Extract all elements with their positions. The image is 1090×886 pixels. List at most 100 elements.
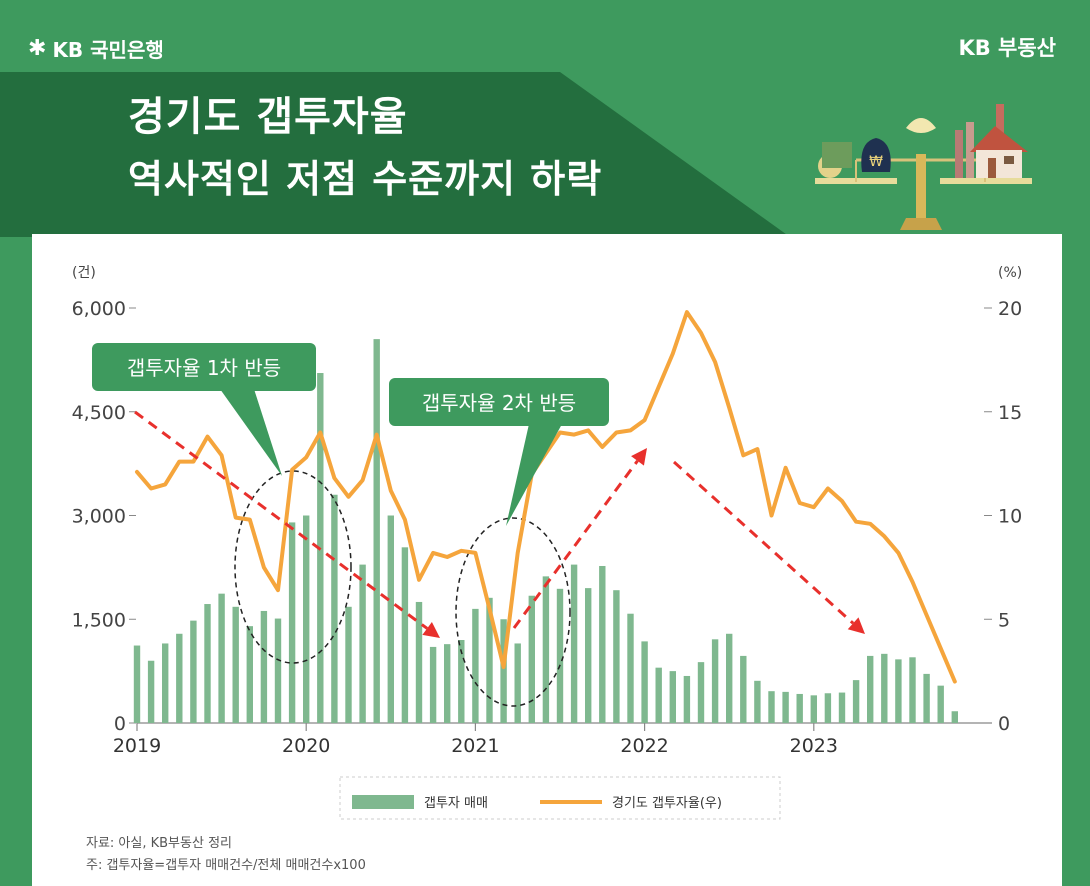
- legend-swatch-bar: [352, 795, 414, 809]
- bar: [514, 643, 521, 723]
- scale-house-money-illustration-icon: ₩: [815, 104, 1032, 230]
- bar: [147, 660, 155, 723]
- bar: [570, 564, 578, 723]
- bar: [641, 641, 648, 723]
- x-tick-label: 2021: [451, 735, 499, 757]
- bar: [556, 588, 564, 723]
- callout-pointer-first: [220, 389, 282, 476]
- bar: [613, 590, 620, 723]
- bar: [951, 711, 958, 723]
- bar: [458, 640, 465, 723]
- bar: [810, 695, 817, 723]
- bar: [359, 564, 366, 723]
- trend-arrowhead: [847, 617, 865, 634]
- y-right-tick-label: 10: [998, 506, 1022, 528]
- bar: [331, 494, 338, 723]
- bar: [288, 522, 296, 723]
- trend-arrow: [134, 410, 429, 630]
- bar: [782, 691, 789, 723]
- callout-box-second: [389, 378, 609, 426]
- y-right-tick-label: 20: [998, 298, 1022, 320]
- bar: [838, 692, 846, 723]
- y-left-unit: (건): [72, 265, 96, 281]
- trend-arrowhead: [631, 448, 647, 466]
- y-left-tick-label: 4,500: [72, 402, 126, 424]
- source-note: 자료: 아실, KB부동산 정리: [86, 836, 232, 851]
- trend-arrow: [512, 459, 639, 629]
- x-tick-label: 2019: [113, 735, 161, 757]
- bar: [655, 667, 662, 723]
- bar: [204, 604, 211, 723]
- bar: [387, 515, 394, 723]
- bank-logo-text: KB 국민은행: [52, 38, 164, 62]
- bar: [683, 675, 691, 723]
- y-left-tick-label: 6,000: [72, 298, 126, 320]
- bar: [909, 657, 916, 723]
- bar: [697, 662, 705, 723]
- highlight-ellipse: [234, 470, 352, 664]
- x-tick-label: 2022: [620, 735, 668, 757]
- bar: [824, 693, 832, 723]
- bar: [627, 613, 634, 723]
- x-tick-label: 2020: [282, 735, 330, 757]
- bar: [895, 659, 902, 723]
- bar: [528, 595, 535, 723]
- bar: [444, 644, 451, 723]
- bar: [415, 601, 423, 723]
- legend-box: [339, 776, 781, 820]
- bar: [500, 619, 507, 723]
- svg-text:₩: ₩: [869, 154, 883, 170]
- bar: [937, 685, 944, 723]
- bar: [754, 680, 761, 723]
- bar: [542, 576, 550, 723]
- callout-second-label: 갭투자율 2차 반등: [422, 391, 576, 415]
- kb-star-icon: ✱: [28, 36, 47, 61]
- page-subtitle: 역사적인 저점 수준까지 하락: [128, 157, 603, 201]
- chart-panel: (건) (%) 0 1,500 3,000 4,500 6,000 0 5 10 15 20 2019 2…: [32, 234, 1062, 886]
- legend-label-bar: 갭투자 매매: [424, 796, 488, 811]
- bar: [796, 693, 803, 723]
- y-left-tick-label: 3,000: [72, 506, 126, 528]
- bar: [711, 639, 719, 723]
- bar: [303, 515, 310, 723]
- bar: [218, 593, 225, 723]
- bar: [162, 643, 169, 723]
- bar: [133, 645, 141, 723]
- trend-arrowhead: [422, 622, 440, 638]
- y-left-tick-label: 1,500: [72, 609, 126, 631]
- formula-note: 주: 갭투자율=갭투자 매매건수/전체 매매건수x100: [86, 858, 366, 873]
- bar: [768, 691, 775, 723]
- bar: [373, 339, 380, 723]
- kb-bank-logo: ✱ KB 국민은행: [28, 34, 164, 63]
- bar: [599, 565, 606, 723]
- trend-arrow: [672, 460, 855, 625]
- kb-realestate-brand: KB 부동산: [958, 36, 1056, 60]
- bar: [190, 620, 197, 723]
- bar: [429, 646, 437, 723]
- bar: [401, 547, 409, 723]
- bar: [726, 633, 733, 723]
- highlight-ellipse: [455, 517, 571, 707]
- y-right-tick-label: 5: [998, 609, 1010, 631]
- y-right-unit: (%): [998, 265, 1022, 281]
- y-right-tick-label: 15: [998, 402, 1022, 424]
- bar: [260, 610, 268, 723]
- y-right-tick-label: 0: [998, 713, 1010, 735]
- callout-first-label: 갭투자율 1차 반등: [127, 356, 281, 380]
- legend-label-line: 경기도 갭투자율(우): [612, 796, 722, 811]
- bar: [176, 633, 183, 723]
- bar: [246, 626, 253, 723]
- gap-investment-chart: (건) (%) 0 1,500 3,000 4,500 6,000 0 5 10 15 20 2019 2…: [72, 265, 1022, 820]
- bar: [923, 673, 930, 723]
- bar: [867, 655, 874, 723]
- callout-pointer-second: [506, 424, 562, 526]
- bar: [669, 671, 676, 723]
- bar: [852, 680, 860, 723]
- bar: [345, 606, 352, 723]
- bar: [472, 608, 479, 723]
- bar: [274, 618, 282, 723]
- bar: [585, 588, 592, 723]
- bar: [486, 597, 493, 723]
- y-left-tick-label: 0: [114, 713, 126, 735]
- page-title: 경기도 갭투자율: [128, 94, 408, 140]
